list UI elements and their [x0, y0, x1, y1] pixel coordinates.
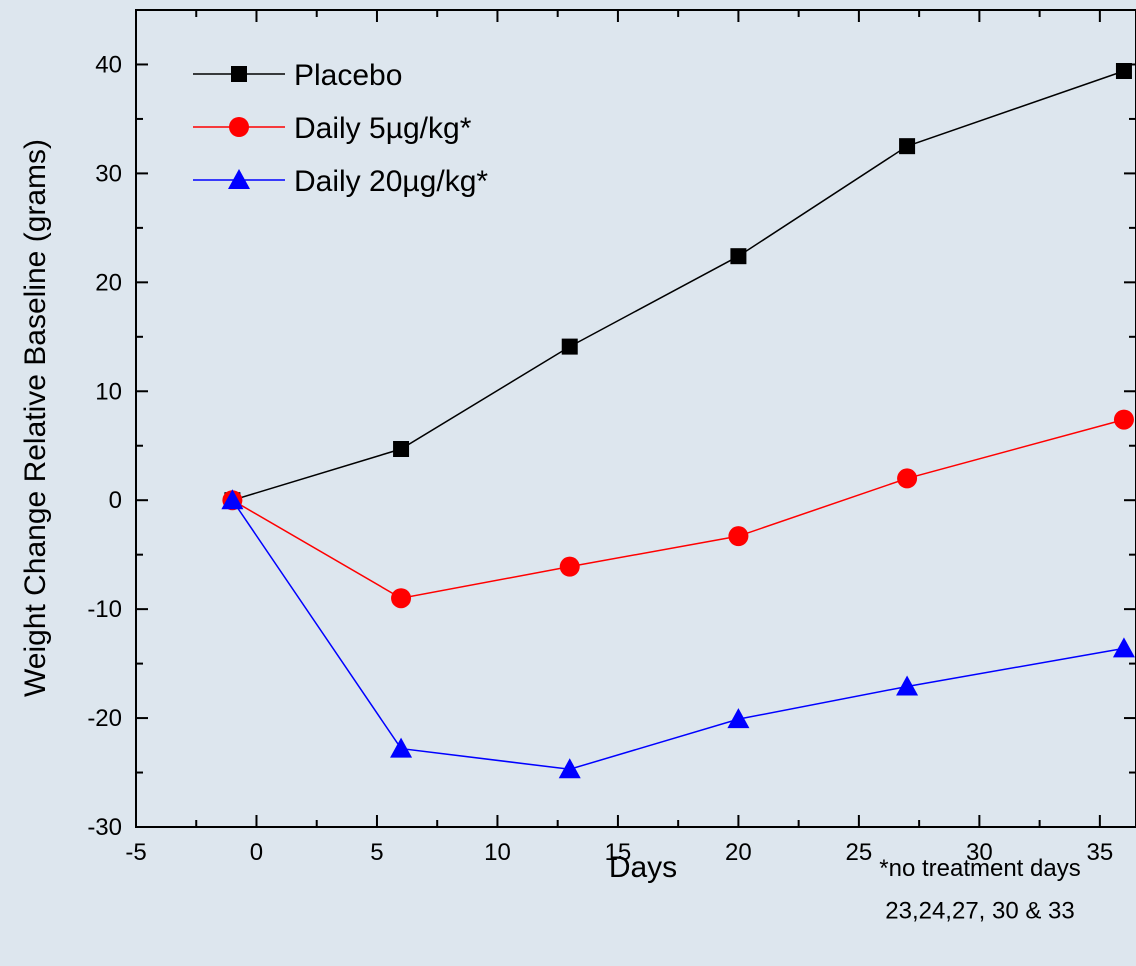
- data-point: [221, 489, 244, 510]
- data-point: [1112, 637, 1135, 658]
- data-point: [899, 138, 916, 155]
- legend-marker: [228, 169, 250, 189]
- y-axis: -30 -20 -10 0 10 20 30 40: [87, 9, 1136, 841]
- legend-marker: [229, 117, 249, 137]
- x-tick-label: 35: [1087, 839, 1114, 866]
- data-point: [727, 708, 750, 729]
- x-tick-label: 25: [846, 839, 873, 866]
- x-tick-label: 5: [370, 839, 383, 866]
- data-point: [730, 248, 747, 265]
- y-tick-label: -30: [87, 814, 122, 841]
- x-tick-label: 10: [484, 839, 511, 866]
- legend-label: Daily 20µg/kg*: [294, 165, 488, 198]
- data-point: [561, 338, 578, 355]
- data-point: [896, 675, 919, 696]
- x-tick-label: 20: [725, 839, 752, 866]
- data-point: [559, 556, 580, 577]
- series-line: [232, 70, 1125, 501]
- data-point: [391, 588, 412, 609]
- annotation-line-1: *no treatment days: [879, 855, 1080, 882]
- annotation-line-2: 23,24,27, 30 & 33: [885, 897, 1075, 924]
- x-tick-label: -5: [125, 839, 146, 866]
- y-tick-label: 30: [95, 160, 122, 187]
- legend-label: Placebo: [294, 59, 402, 92]
- x-tick-label: 0: [250, 839, 263, 866]
- data-point: [558, 758, 581, 779]
- y-tick-label: 40: [95, 51, 122, 78]
- data-point: [1113, 409, 1134, 430]
- data-point: [728, 526, 749, 547]
- x-axis-title: Days: [609, 851, 677, 884]
- series-line: [232, 418, 1125, 600]
- plot-frame: [135, 9, 1136, 828]
- y-tick-label: 20: [95, 269, 122, 296]
- y-tick-label: -20: [87, 705, 122, 732]
- x-tick-label: 30: [966, 839, 993, 866]
- series-1: [222, 409, 1134, 609]
- series-line: [231, 499, 1125, 771]
- y-tick-label: -10: [87, 596, 122, 623]
- legend: Placebo Daily 5µg/kg* Daily 20µg/kg*: [193, 59, 488, 198]
- y-axis-title: Weight Change Relative Baseline (grams): [19, 139, 52, 697]
- x-tick-label: 15: [605, 839, 632, 866]
- legend-label: Daily 5µg/kg*: [294, 112, 472, 145]
- x-axis: -5 0 5 10 15 20 25 30 35: [125, 10, 1113, 866]
- series-2: [221, 489, 1135, 779]
- data-point: [897, 468, 918, 489]
- y-tick-label: 0: [109, 487, 122, 514]
- data-point: [1115, 63, 1132, 80]
- legend-marker: [231, 66, 247, 82]
- data-point: [393, 441, 410, 458]
- y-tick-label: 10: [95, 378, 122, 405]
- series-layer: [221, 63, 1135, 779]
- data-point: [390, 737, 413, 758]
